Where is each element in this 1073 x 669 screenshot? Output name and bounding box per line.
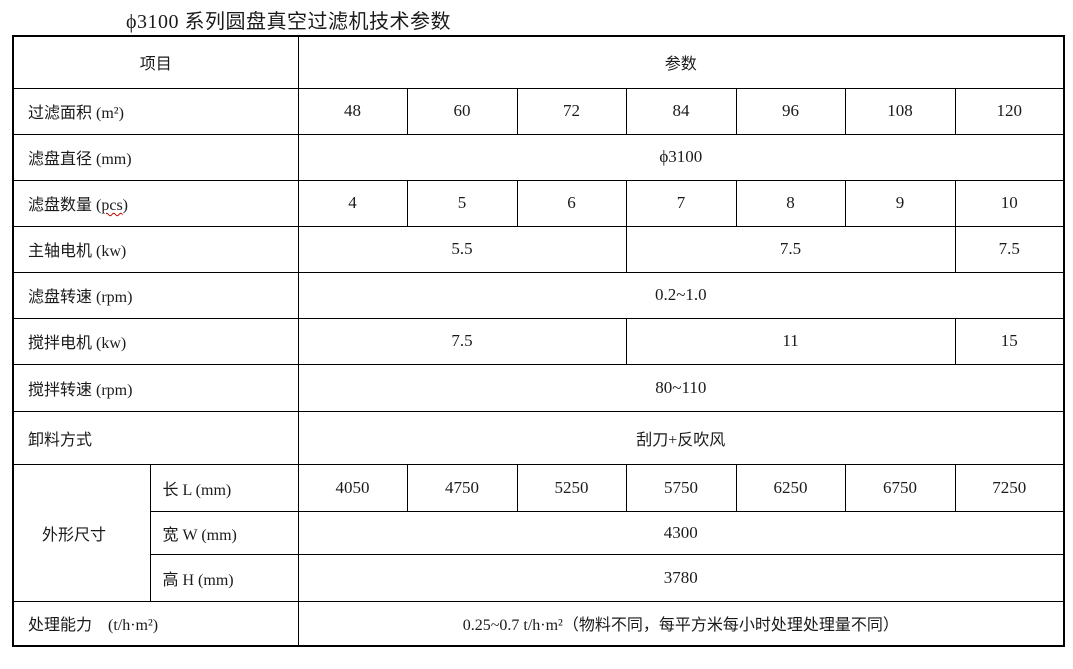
param-cell: 48	[297, 87, 408, 135]
row-label-filter-area: 过滤面积 (m²)	[12, 87, 299, 135]
table-row: 主轴电机 (kw) 5.5 7.5 7.5	[12, 225, 1065, 273]
param-cell: 84	[625, 87, 737, 135]
label-text: 滤盘数量 (	[28, 197, 102, 214]
param-cell: 108	[844, 87, 956, 135]
param-cell-height: 3780	[297, 553, 1065, 602]
param-cell: 15	[954, 317, 1065, 365]
param-cell: 6	[516, 179, 627, 227]
param-cell: 9	[844, 179, 956, 227]
param-cell: 7.5	[625, 225, 956, 273]
param-cell-width: 4300	[297, 510, 1065, 555]
param-cell: 4	[297, 179, 408, 227]
row-label-disc-diameter: 滤盘直径 (mm)	[12, 133, 299, 181]
param-cell: 6250	[735, 463, 846, 512]
page-title: ϕ3100 系列圆盘真空过滤机技术参数	[126, 11, 452, 33]
param-cell: 4750	[406, 463, 518, 512]
param-cell: 11	[625, 317, 956, 365]
table-row: 处理能力 (t/h·m²) 0.25~0.7 t/h·m²（物料不同，每平方米每…	[12, 600, 1065, 647]
row-label-dimensions: 外形尺寸	[12, 463, 151, 602]
param-cell: 7250	[954, 463, 1065, 512]
param-cell: 5750	[625, 463, 737, 512]
param-cell-disc-speed: 0.2~1.0	[297, 271, 1065, 319]
param-cell-disc-diameter: ϕ3100	[297, 133, 1065, 181]
table-row: 搅拌电机 (kw) 7.5 11 15	[12, 317, 1065, 365]
header-item-cell: 项目	[12, 35, 299, 89]
table-row: 高 H (mm) 3780	[13, 553, 1065, 602]
table-row: 宽 W (mm) 4300	[13, 510, 1065, 555]
param-cell: 7.5	[954, 225, 1065, 273]
param-cell: 6750	[844, 463, 956, 512]
param-cell: 7	[625, 179, 737, 227]
table-row: 滤盘数量 (pcs) 4 5 6 7 8 9 10	[12, 179, 1065, 227]
param-cell: 5250	[516, 463, 627, 512]
param-cell: 7.5	[297, 317, 627, 365]
row-label-main-motor: 主轴电机 (kw)	[12, 225, 299, 273]
table-row: 过滤面积 (m²) 48 60 72 84 96 108 120	[12, 87, 1065, 135]
param-cell-discharge-mode: 刮刀+反吹风	[297, 410, 1065, 465]
row-label-agitation-motor: 搅拌电机 (kw)	[12, 317, 299, 365]
param-cell: 4050	[297, 463, 408, 512]
label-text: )	[122, 197, 128, 214]
spellchecked-word: pcs	[101, 197, 123, 214]
table-row: 外形尺寸 长 L (mm) 4050 4750 5250 5750 6250 6…	[12, 463, 1065, 602]
row-label-width: 宽 W (mm)	[149, 510, 299, 555]
param-cell: 5	[406, 179, 518, 227]
row-label-agitation-speed: 搅拌转速 (rpm)	[12, 363, 299, 412]
spec-table: 项目 参数 过滤面积 (m²) 48 60 72 84 96 108 120 滤…	[12, 35, 1066, 647]
row-label-disc-count: 滤盘数量 (pcs)	[12, 179, 299, 227]
row-label-height: 高 H (mm)	[149, 553, 299, 602]
table-row: 滤盘转速 (rpm) 0.2~1.0	[12, 271, 1065, 319]
param-cell: 60	[406, 87, 518, 135]
param-cell: 120	[954, 87, 1065, 135]
param-cell-capacity: 0.25~0.7 t/h·m²（物料不同，每平方米每小时处理处理量不同）	[297, 600, 1065, 647]
param-cell: 8	[735, 179, 846, 227]
table-row: 滤盘直径 (mm) ϕ3100	[12, 133, 1065, 181]
param-cell: 96	[735, 87, 846, 135]
row-label-length: 长 L (mm)	[149, 463, 299, 512]
table-row: 卸料方式 刮刀+反吹风	[12, 410, 1065, 465]
param-cell: 72	[516, 87, 627, 135]
row-label-capacity: 处理能力 (t/h·m²)	[12, 600, 299, 647]
param-cell: 5.5	[297, 225, 627, 273]
row-label-disc-speed: 滤盘转速 (rpm)	[12, 271, 299, 319]
param-cell-agitation-speed: 80~110	[297, 363, 1065, 412]
header-param-cell: 参数	[297, 35, 1065, 89]
table-header-row: 项目 参数	[12, 35, 1065, 89]
table-row: 搅拌转速 (rpm) 80~110	[12, 363, 1065, 412]
param-cell: 10	[954, 179, 1065, 227]
row-label-discharge-mode: 卸料方式	[12, 410, 299, 465]
